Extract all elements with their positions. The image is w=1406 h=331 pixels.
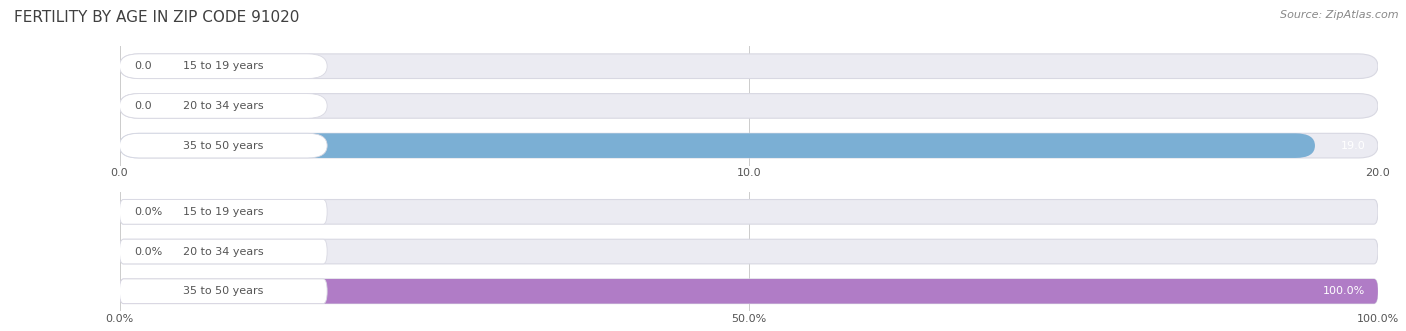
Text: 15 to 19 years: 15 to 19 years [183,207,263,217]
Text: 100.0%: 100.0% [1323,286,1365,296]
FancyBboxPatch shape [120,133,1378,158]
Text: 19.0: 19.0 [1340,141,1365,151]
FancyBboxPatch shape [120,200,328,224]
Text: 20 to 34 years: 20 to 34 years [183,101,264,111]
FancyBboxPatch shape [120,94,328,118]
FancyBboxPatch shape [120,239,328,264]
FancyBboxPatch shape [120,239,1378,264]
FancyBboxPatch shape [120,133,1315,158]
Text: 35 to 50 years: 35 to 50 years [183,141,263,151]
FancyBboxPatch shape [120,54,1378,78]
Text: 20 to 34 years: 20 to 34 years [183,247,264,257]
Text: FERTILITY BY AGE IN ZIP CODE 91020: FERTILITY BY AGE IN ZIP CODE 91020 [14,10,299,25]
FancyBboxPatch shape [120,279,1378,304]
FancyBboxPatch shape [120,133,328,158]
Text: 0.0: 0.0 [135,101,152,111]
Text: 0.0: 0.0 [135,61,152,71]
Text: Source: ZipAtlas.com: Source: ZipAtlas.com [1281,10,1399,20]
Text: 15 to 19 years: 15 to 19 years [183,61,263,71]
Text: 35 to 50 years: 35 to 50 years [183,286,263,296]
FancyBboxPatch shape [120,54,328,78]
FancyBboxPatch shape [120,279,1378,304]
Text: 0.0%: 0.0% [135,247,163,257]
FancyBboxPatch shape [120,94,1378,118]
FancyBboxPatch shape [120,200,1378,224]
Text: 0.0%: 0.0% [135,207,163,217]
FancyBboxPatch shape [120,279,328,304]
